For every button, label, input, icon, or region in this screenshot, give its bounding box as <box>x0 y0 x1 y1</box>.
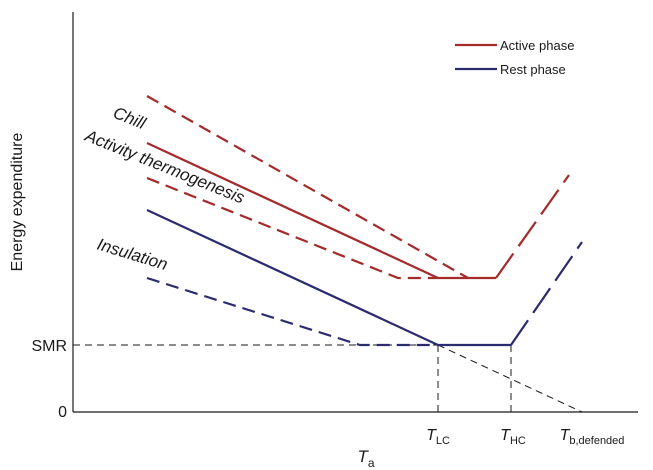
x-tick-thc-main: T <box>500 427 511 444</box>
legend-active-label: Active phase <box>500 38 574 53</box>
y-tick-zero: 0 <box>58 404 67 421</box>
legend-rest-label: Rest phase <box>500 62 566 77</box>
x-tick-thc-sub: HC <box>510 435 526 447</box>
x-tick-tb-main: T <box>560 427 571 444</box>
active-phase-heat-line <box>495 174 570 279</box>
x-axis-label-sub: a <box>368 456 375 470</box>
x-axis-label: Ta <box>357 447 374 470</box>
active-phase-cooling-line <box>146 142 439 279</box>
x-axis-label-main: T <box>357 447 369 466</box>
x-tick-tb-sub: b,defended <box>569 435 624 447</box>
chill-label: Chill <box>111 103 150 133</box>
extrapolation-line <box>437 344 583 413</box>
rest-phase-cooling-line <box>146 209 439 346</box>
insulation-label: Insulation <box>95 235 170 274</box>
activity-thermogenesis-line <box>146 176 438 280</box>
x-tick-tlc: TLC <box>426 427 450 447</box>
x-tick-thc: THC <box>500 427 526 447</box>
x-tick-tlc-sub: LC <box>436 435 450 447</box>
y-tick-smr: SMR <box>31 338 67 355</box>
rest-phase-heat-line <box>510 241 583 346</box>
chill-line <box>146 95 469 279</box>
x-tick-tb-defended: Tb,defended <box>560 427 625 447</box>
y-axis-label: Energy expenditure <box>9 133 26 272</box>
legend: Active phase Rest phase <box>455 38 574 77</box>
x-tick-tlc-main: T <box>426 427 437 444</box>
insulation-line <box>146 276 438 347</box>
